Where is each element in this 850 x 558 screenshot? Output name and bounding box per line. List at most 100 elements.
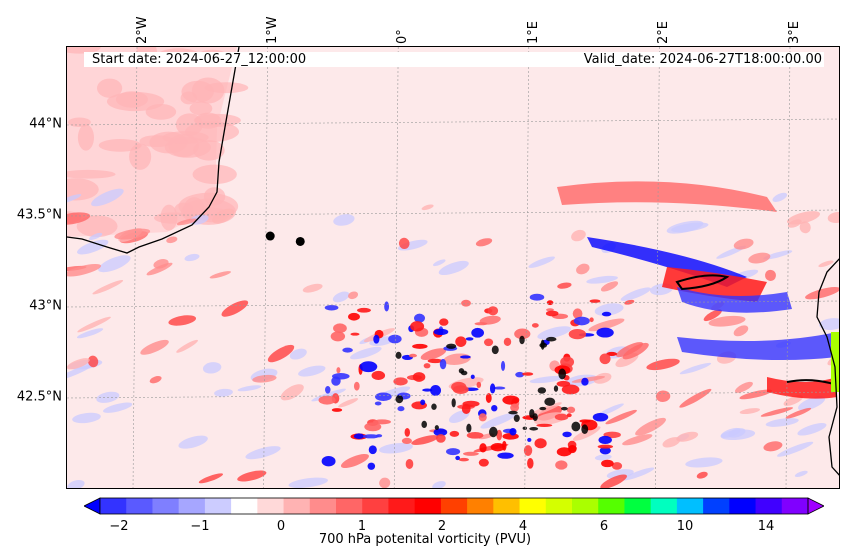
pv-blob	[302, 283, 323, 293]
pv-blob	[342, 347, 353, 353]
lat-label-43n: 43°N	[29, 298, 62, 314]
pv-blob	[592, 412, 609, 422]
colorbar-segment	[755, 498, 783, 514]
pv-contour	[508, 410, 518, 415]
pv-blob	[798, 396, 826, 411]
pv-blob	[531, 323, 539, 328]
colorbar-tick-label: 10	[676, 519, 694, 534]
pv-blob	[189, 101, 213, 116]
pv-blob	[77, 124, 95, 151]
pv-blob	[676, 431, 699, 442]
pv-blob	[97, 78, 123, 98]
pv-contour	[546, 336, 557, 342]
pv-blob	[534, 438, 547, 449]
pv-blob	[96, 391, 120, 403]
pv-blob	[451, 381, 467, 393]
pv-blob	[414, 313, 426, 323]
pv-contour	[513, 414, 520, 422]
pv-blob	[571, 229, 586, 242]
pv-blob	[371, 370, 386, 380]
pv-blob	[446, 448, 461, 456]
parallel-line	[67, 300, 839, 308]
pv-blob	[374, 401, 382, 406]
pv-blob	[349, 346, 382, 360]
pv-blob	[588, 318, 625, 332]
colorbar-tick-label: 6	[599, 519, 609, 534]
pv-blob	[478, 458, 489, 467]
pv-blob	[432, 259, 446, 267]
pv-blob	[103, 402, 133, 413]
pv-blob	[509, 428, 517, 436]
pv-blob	[289, 348, 307, 360]
colorbar-segment	[703, 498, 730, 514]
pv-blob	[797, 423, 827, 436]
pv-contour	[581, 424, 589, 435]
colorbar-segment	[414, 498, 442, 514]
pv-blob	[333, 214, 355, 226]
pv-blob	[221, 300, 249, 317]
pv-blob	[115, 91, 148, 108]
pv-blob	[611, 462, 623, 470]
lat-label-44n: 44°N	[29, 116, 62, 132]
pv-blob	[67, 263, 102, 277]
pv-contour	[488, 426, 498, 438]
colorbar-segment	[152, 498, 180, 514]
colorbar-segment	[650, 498, 678, 514]
pv-blob	[67, 480, 85, 488]
pv-blob	[502, 395, 520, 405]
pv-contour	[458, 368, 465, 374]
pv-blob	[465, 337, 474, 341]
pv-blob	[497, 452, 514, 459]
pv-band	[677, 332, 837, 361]
colorbar-max-arrow	[807, 497, 824, 515]
pv-blob	[67, 358, 90, 370]
pv-blob	[805, 287, 839, 300]
pv-blob	[568, 329, 587, 340]
pv-blob	[67, 212, 91, 225]
pv-contour	[466, 423, 472, 433]
colorbar-segment	[336, 498, 363, 514]
pv-contour	[544, 397, 556, 406]
pv-max-cell	[831, 332, 839, 392]
valid-date-label: Valid_date: 2024-06-27T18:00:00.00	[583, 52, 822, 67]
coastline-mediterranean	[816, 258, 839, 476]
pv-contour	[491, 345, 499, 355]
pv-band	[557, 181, 777, 212]
colorbar-segment	[231, 498, 258, 514]
pv-blob	[536, 423, 553, 428]
pv-blob	[597, 444, 614, 449]
pv-blob	[500, 360, 506, 371]
station-marker	[295, 236, 305, 246]
pv-blob	[67, 47, 101, 54]
pv-contour	[519, 335, 525, 345]
pv-blob	[193, 140, 225, 161]
pv-blob	[703, 309, 722, 322]
pv-blob	[489, 383, 496, 394]
pv-blob	[528, 256, 555, 268]
pv-blob	[470, 374, 475, 379]
colorbar-segment	[781, 498, 809, 514]
pv-blob	[598, 435, 612, 445]
colorbar-segment	[676, 498, 704, 514]
pv-blob	[733, 238, 754, 250]
pv-field-map	[67, 47, 839, 488]
colorbar-segment	[572, 498, 599, 514]
pv-blob	[622, 434, 653, 446]
pv-blob	[379, 477, 391, 488]
colorbar-segment	[440, 498, 468, 514]
pv-blob	[556, 380, 571, 387]
pv-blob	[367, 462, 376, 470]
pv-blob	[748, 252, 771, 264]
pv-blob	[586, 275, 618, 284]
pv-blob	[162, 131, 209, 144]
pv-blob	[475, 238, 493, 247]
pv-blob	[606, 469, 634, 479]
pv-blob	[786, 211, 821, 225]
pv-blob	[739, 408, 760, 415]
colorbar-segment	[309, 498, 337, 514]
pv-blob	[600, 281, 619, 292]
pv-band	[677, 287, 792, 313]
pv-blob	[350, 332, 360, 336]
lon-label-2e: 2°E	[656, 21, 671, 44]
colorbar-segment	[126, 498, 153, 514]
